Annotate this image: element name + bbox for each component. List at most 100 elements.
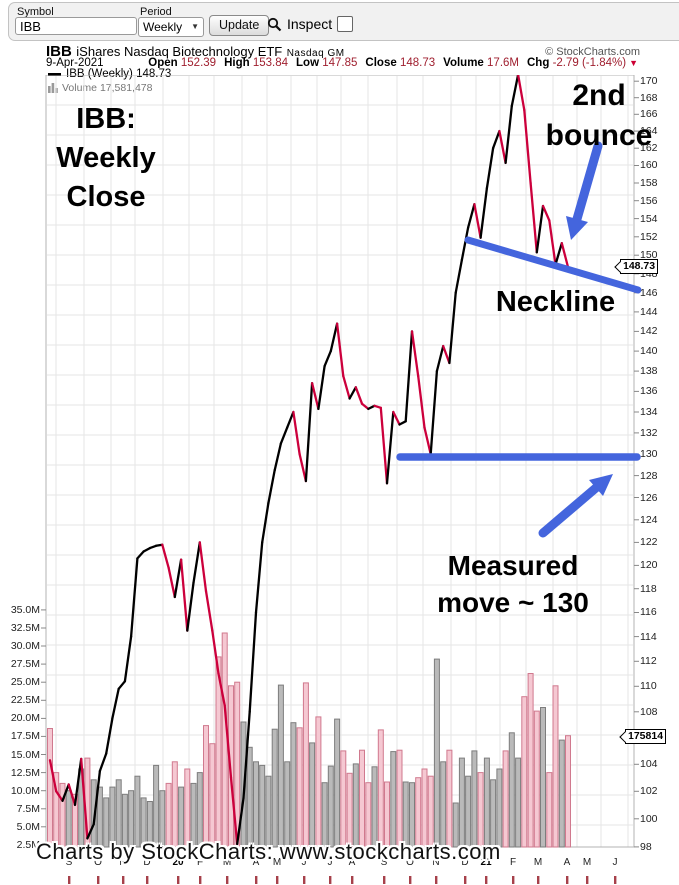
annotation-title-line2: Weekly — [56, 142, 156, 174]
price-tick-label: 98 — [640, 841, 652, 853]
volume-tick-label: 30.0M — [10, 640, 40, 652]
price-tick-label: 168 — [640, 92, 658, 104]
volume-tick-label: 5.0M — [16, 821, 40, 833]
price-chart-plot — [41, 75, 642, 884]
annotation-bounce-line2: bounce — [545, 119, 653, 152]
volume-legend-text: Volume 17,581,478 — [62, 82, 153, 94]
volume-tick-label: 32.5M — [10, 622, 40, 634]
price-tick-label: 136 — [640, 385, 658, 397]
price-tick-label: 170 — [640, 75, 658, 87]
volume-tick-label: 35.0M — [10, 604, 40, 616]
month-tick-label: S — [65, 857, 73, 868]
chart-toolbar: Symbol Period Weekly ▼ Update Inspect — [8, 2, 679, 41]
quote-date: 9-Apr-2021 — [46, 57, 104, 69]
month-tick-label: F — [509, 857, 517, 868]
annotation-measured-line2: move ~ 130 — [437, 587, 589, 618]
volume-tick-label: 15.0M — [10, 749, 40, 761]
month-tick-label: A — [348, 857, 356, 868]
month-tick-label: M — [222, 857, 232, 868]
month-tick-label: D — [143, 857, 151, 868]
month-tick-label: M — [272, 857, 282, 868]
quote-pair: Open 152.39 — [148, 57, 217, 69]
price-tick-label: 112 — [640, 655, 657, 667]
month-tick-label: J — [301, 857, 307, 868]
price-tick-label: 138 — [640, 365, 658, 377]
price-tick-label: 116 — [640, 606, 657, 618]
chevron-down-icon: ▼ — [191, 22, 199, 31]
last-price-box: 148.73 — [620, 259, 659, 274]
price-tick-label: 142 — [640, 325, 658, 337]
quote-pair: High 153.84 — [224, 57, 289, 69]
annotation-neckline: Neckline — [495, 286, 616, 318]
month-tick-label: O — [406, 857, 414, 868]
quote-values: Open 152.39 High 153.84 Low 147.85 Close 14… — [140, 57, 626, 69]
price-tick-label: 108 — [640, 706, 658, 718]
month-tick-label: N — [119, 857, 127, 868]
price-tick-label: 154 — [640, 213, 658, 225]
price-tick-label: 140 — [640, 345, 658, 357]
quote-pair: Low 147.85 — [296, 57, 358, 69]
price-tick-label: 100 — [640, 813, 658, 825]
month-tick-label: A — [252, 857, 260, 868]
volume-tick-label: 7.5M — [16, 803, 40, 815]
volume-tick-label: 12.5M — [10, 767, 40, 779]
month-tick-label: M — [582, 857, 592, 868]
annotation-measured-move: Measured move ~ 130 — [415, 547, 611, 621]
inspect-checkbox[interactable] — [337, 16, 354, 32]
period-label: Period — [140, 6, 172, 18]
period-select-value: Weekly — [143, 20, 183, 34]
change-down-triangle-icon: ▼ — [629, 58, 638, 68]
month-tick-label: J — [327, 857, 333, 868]
quote-pair: Chg -2.79 (-1.84%) — [527, 57, 627, 69]
price-tick-label: 164 — [640, 125, 658, 137]
price-tick-label: 152 — [640, 231, 658, 243]
price-tick-label: 104 — [640, 758, 658, 770]
line-legend-swatch — [48, 72, 61, 76]
chart-title: IBB iShares Nasdaq Biotechnology ETF Nas… — [46, 43, 345, 61]
price-tick-label: 132 — [640, 427, 658, 439]
month-tick-label: D — [461, 857, 469, 868]
price-tick-label: 124 — [640, 514, 658, 526]
month-tick-label: J — [612, 857, 618, 868]
price-legend-text: IBB (Weekly) 148.73 — [66, 68, 172, 80]
price-tick-label: 118 — [640, 583, 657, 595]
volume-tick-label: 22.5M — [10, 694, 40, 706]
price-tick-label: 162 — [640, 142, 658, 154]
price-tick-label: 158 — [640, 177, 658, 189]
update-button[interactable]: Update — [209, 15, 270, 36]
price-tick-label: 166 — [640, 108, 658, 120]
symbol-input[interactable] — [15, 17, 137, 35]
quote-pair: Volume 17.6M — [443, 57, 519, 69]
month-tick-label: F — [196, 857, 204, 868]
price-tick-label: 110 — [640, 680, 657, 692]
price-tick-label: 150 — [640, 249, 658, 261]
price-tick-label: 126 — [640, 492, 658, 504]
month-tick-label: M — [533, 857, 543, 868]
month-tick-label: S — [380, 857, 388, 868]
annotation-title-line1: IBB: — [76, 103, 136, 135]
instrument-name: iShares Nasdaq Biotechnology ETF — [76, 44, 283, 59]
annotation-bounce-line1: 2nd — [572, 79, 626, 112]
price-tick-label: 144 — [640, 306, 658, 318]
month-tick-label: N — [432, 857, 440, 868]
month-tick-label: 21 — [480, 857, 492, 868]
quote-row: 9-Apr-2021 Open 152.39 High 153.84 Low 147… — [46, 57, 638, 69]
price-tick-label: 146 — [640, 287, 658, 299]
price-tick-label: 156 — [640, 195, 658, 207]
month-tick-label: O — [94, 857, 102, 868]
annotation-title-line3: Close — [66, 181, 146, 213]
inspect-label: Inspect — [287, 16, 333, 32]
price-tick-label: 120 — [640, 559, 658, 571]
price-tick-label: 122 — [640, 536, 658, 548]
price-tick-label: 114 — [640, 631, 657, 643]
period-select[interactable]: Weekly ▼ — [138, 17, 204, 37]
last-volume-box: 175814 — [625, 729, 667, 744]
price-tick-label: 102 — [640, 785, 658, 797]
copyright-notice: © StockCharts.com — [545, 46, 640, 58]
annotation-2nd-bounce: 2nd bounce — [523, 76, 675, 156]
exchange-name: Nasdaq GM — [286, 48, 345, 59]
volume-tick-label: 10.0M — [10, 785, 40, 797]
stockcharts-watermark: Charts by StockCharts: www.stockcharts.c… — [36, 839, 501, 864]
month-tick-label: 20 — [172, 857, 184, 868]
